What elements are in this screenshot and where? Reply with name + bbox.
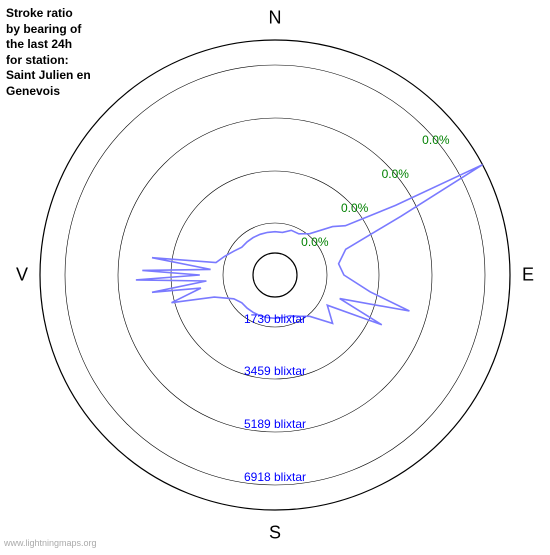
ring-count-label: 5189 blixtar <box>244 417 306 431</box>
cardinal-N: N <box>269 8 282 29</box>
cardinal-S: S <box>269 523 281 544</box>
ring-count-label: 3459 blixtar <box>244 364 306 378</box>
ring-pct-label: 0.0% <box>382 167 409 181</box>
ring-pct-label: 0.0% <box>422 133 449 147</box>
cardinal-V: V <box>16 265 28 286</box>
attribution-text: www.lightningmaps.org <box>4 538 97 548</box>
ring-pct-label: 0.0% <box>341 201 368 215</box>
ring-count-label: 6918 blixtar <box>244 470 306 484</box>
cardinal-E: E <box>522 265 534 286</box>
ring-pct-label: 0.0% <box>301 235 328 249</box>
polar-chart-svg <box>0 0 550 550</box>
ring-count-label: 1730 blixtar <box>244 312 306 326</box>
polar-chart <box>0 0 550 550</box>
